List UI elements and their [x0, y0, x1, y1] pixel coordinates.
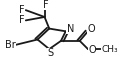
- Text: F: F: [19, 5, 24, 15]
- Text: O: O: [88, 45, 96, 55]
- Text: Br: Br: [5, 40, 15, 50]
- Text: O: O: [88, 24, 95, 34]
- Text: CH₃: CH₃: [102, 45, 119, 54]
- Text: S: S: [47, 48, 54, 58]
- Text: F: F: [19, 15, 24, 25]
- Text: N: N: [67, 24, 74, 34]
- Text: F: F: [43, 0, 49, 10]
